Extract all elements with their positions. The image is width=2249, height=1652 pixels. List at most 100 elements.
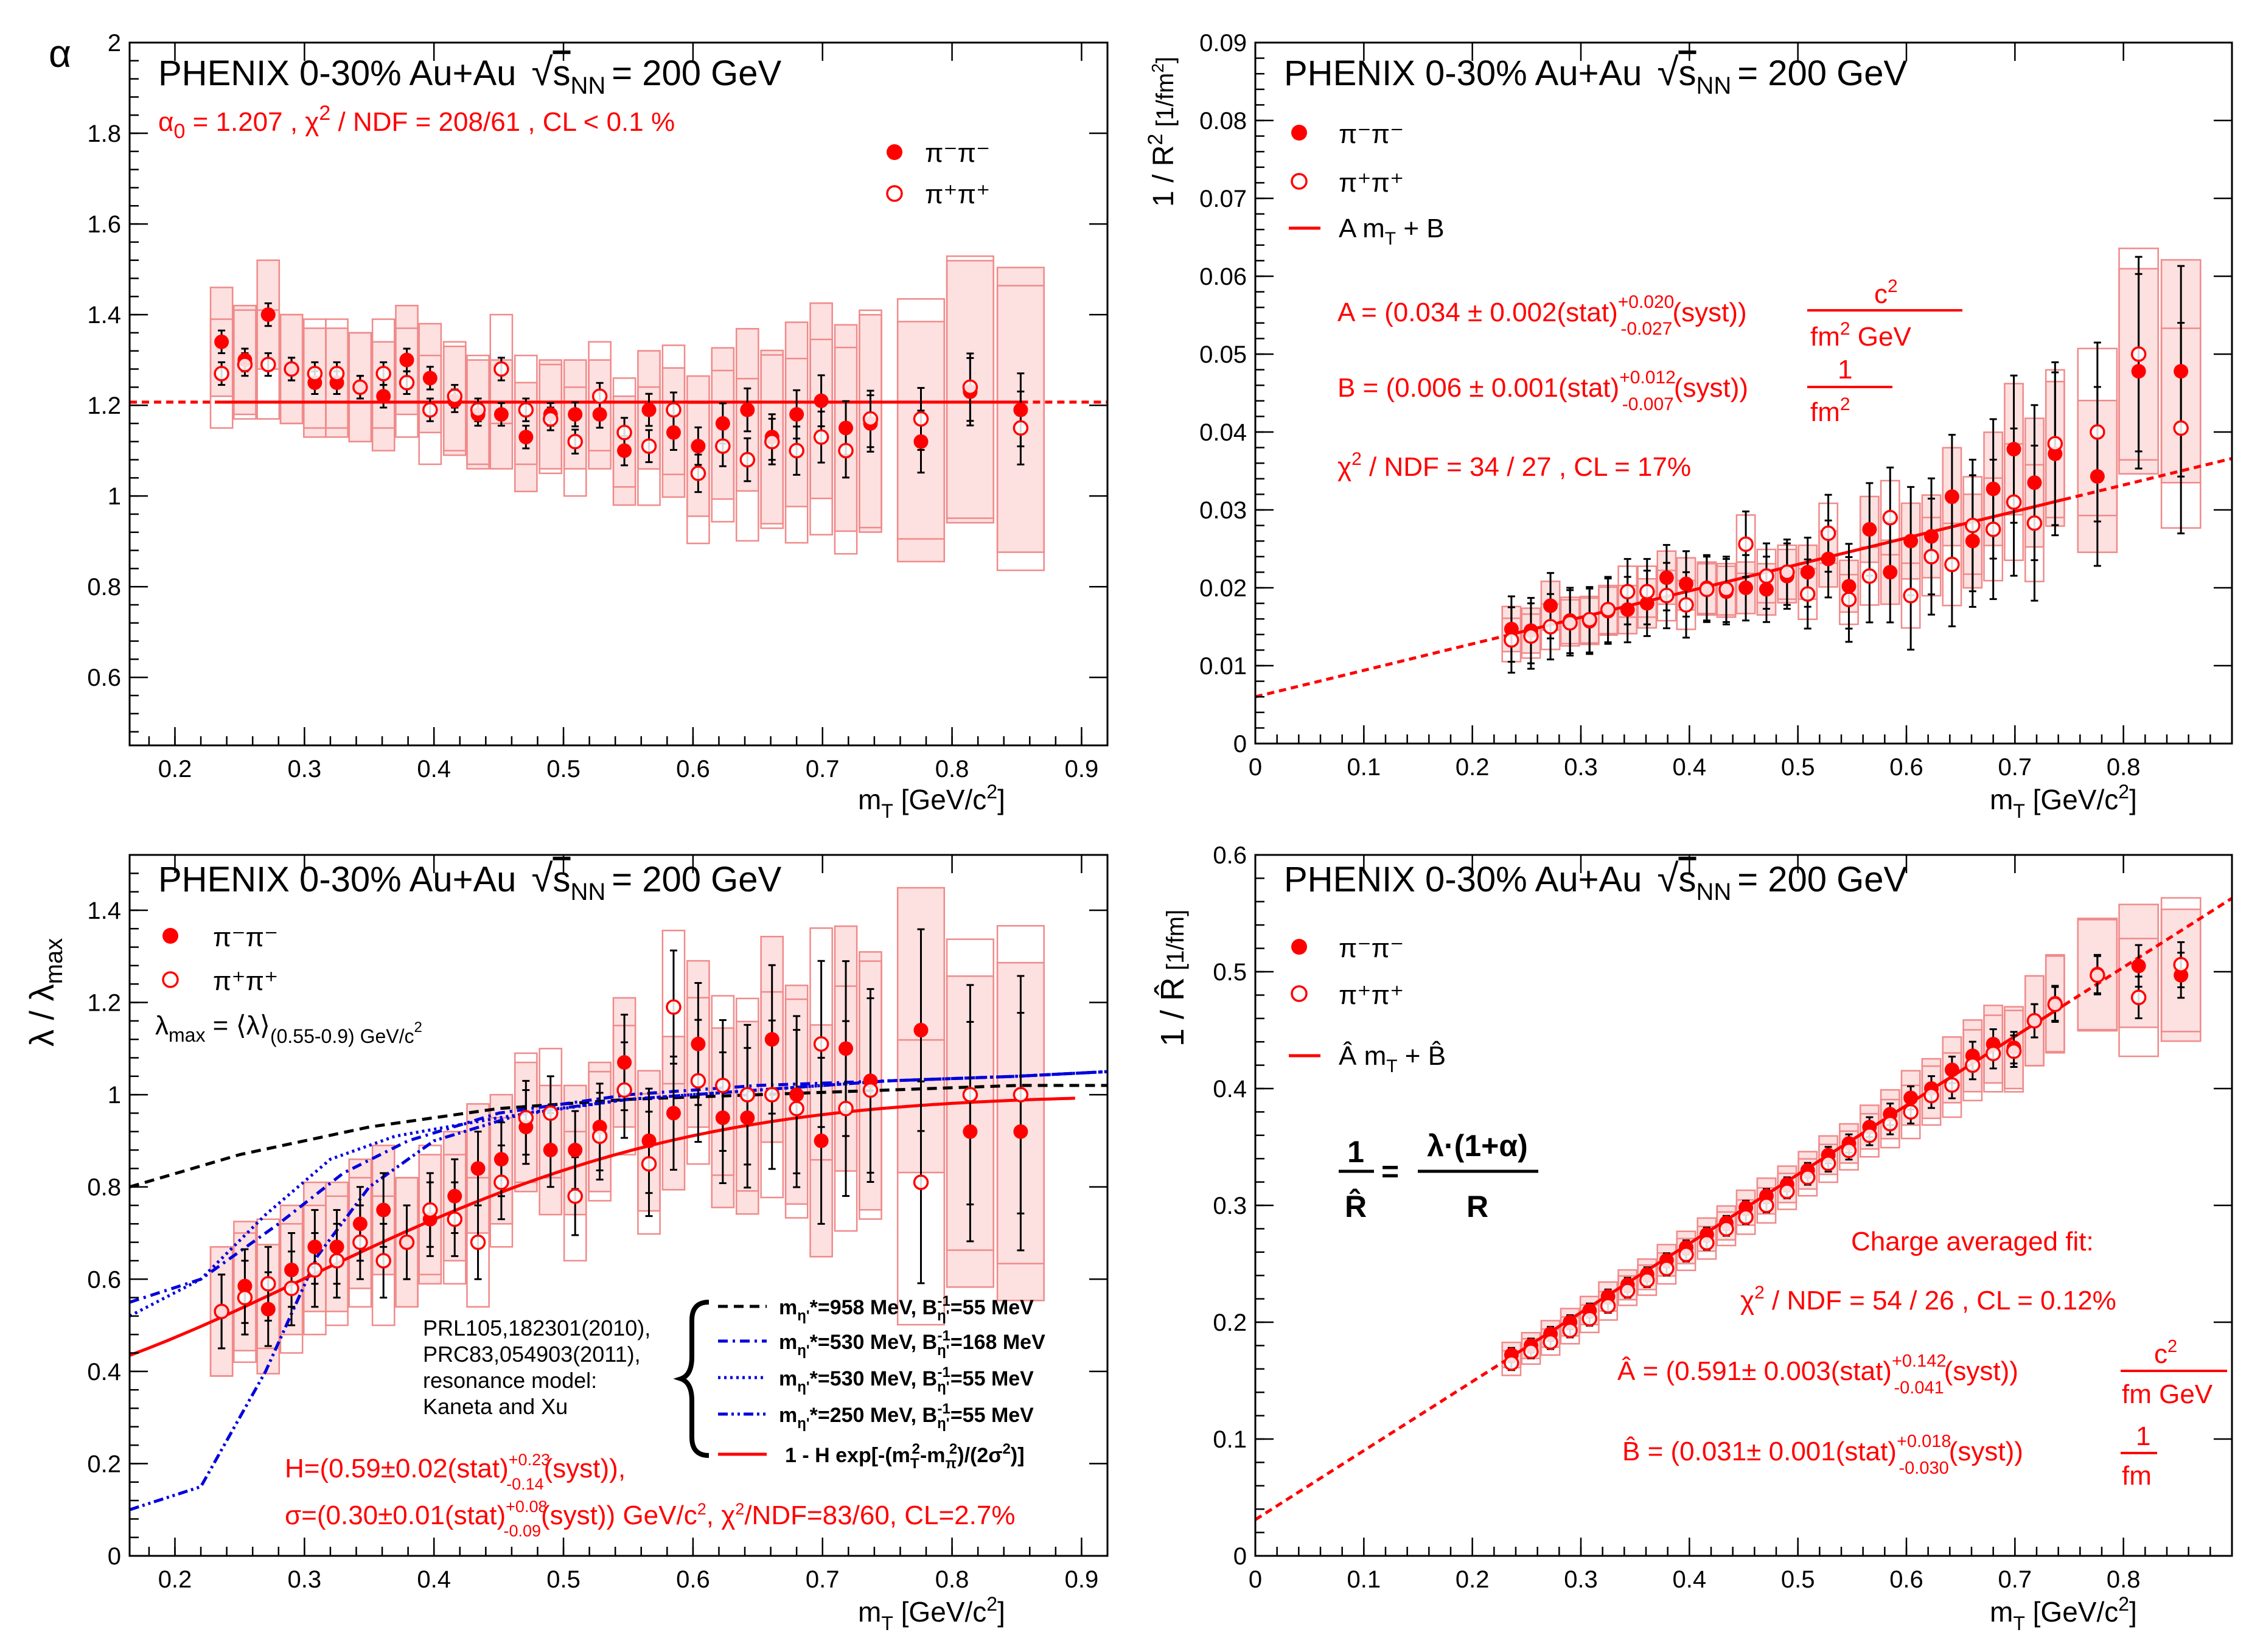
svg-text:R: R bbox=[1466, 1190, 1488, 1224]
data-point-pim bbox=[329, 1239, 344, 1255]
fit-extrapolation bbox=[1255, 633, 1512, 699]
data-point-pip bbox=[862, 1082, 879, 1098]
data-point-pip bbox=[2090, 967, 2105, 983]
data-point-pim bbox=[1678, 576, 1693, 591]
alpha-fit-result: α0 = 1.207 , χ2 / NDF = 208/61 , CL < 0.… bbox=[158, 102, 675, 143]
data-point-pim bbox=[237, 1278, 253, 1294]
invr2-plot-frame bbox=[1254, 41, 2233, 745]
syst-box bbox=[784, 998, 809, 1219]
data-point-pim bbox=[518, 430, 534, 445]
data-point-pim bbox=[470, 1161, 486, 1176]
data-point-pim bbox=[789, 407, 804, 422]
data-point-pim bbox=[641, 402, 657, 417]
invr2-legend-pip: π⁺π⁺ bbox=[1339, 168, 1404, 198]
alpha-legend-pip: π⁺π⁺ bbox=[925, 179, 990, 209]
svg-text:mη'*=530 MeV, Bη'-1=168 MeV: mη'*=530 MeV, Bη'-1=168 MeV bbox=[779, 1328, 1045, 1359]
data-point-pim bbox=[568, 1143, 583, 1158]
syst-box bbox=[325, 1195, 349, 1326]
invrhat-axis-ticks: 0 0.1 0.2 0.3 0.4 0.5 0.6 0.7 0.8 0 0.1 0.2 0.3 0.4 0.… bbox=[1213, 842, 2233, 1593]
y-tick-label: 0.2 bbox=[1213, 1309, 1247, 1336]
invrhat-legend-pip: π⁺π⁺ bbox=[1339, 980, 1404, 1010]
x-tick-label: 0.6 bbox=[1889, 1566, 1923, 1593]
syst-box bbox=[209, 318, 234, 429]
syst-box bbox=[809, 338, 833, 536]
lambda-param-h: H=(0.59±0.02(stat)+0.23 -0.14(syst)), bbox=[285, 1451, 626, 1493]
x-tick-label: 0.4 bbox=[1673, 1566, 1707, 1593]
x-tick-label: 0.4 bbox=[417, 756, 451, 782]
data-point-pip bbox=[838, 1101, 854, 1117]
x-tick-label: 0 bbox=[1249, 1566, 1262, 1593]
invrhat-data-points bbox=[1504, 941, 2189, 1371]
x-tick-label: 0.3 bbox=[288, 756, 322, 782]
data-point-pip bbox=[352, 1234, 368, 1250]
panel-lambda: 0.2 0.3 0.4 0.5 0.6 0.7 0.8 0.9 0 0.2 0.4 0.6 0.8 1 1.… bbox=[23, 854, 1109, 1634]
invrhat-y-axis-label: 1 / R̂ [1/fm] bbox=[1154, 910, 1191, 1047]
data-point-pip bbox=[1718, 1221, 1734, 1237]
data-point-pip bbox=[1944, 1077, 1960, 1093]
y-tick-label: 0.08 bbox=[1199, 108, 1247, 134]
rhat-definition-equation: 1 R̂ = λ·(1+α) R bbox=[1339, 1129, 1538, 1224]
fit-extrapolation bbox=[1254, 1355, 1513, 1521]
data-point-pip bbox=[1861, 1127, 1878, 1143]
data-point-pim bbox=[617, 1055, 632, 1070]
data-point-pim bbox=[715, 416, 730, 431]
invr2-param-b-num: 1 bbox=[1838, 355, 1852, 385]
syst-box bbox=[946, 938, 994, 1251]
data-point-pim bbox=[814, 1133, 829, 1148]
data-point-pip bbox=[641, 1156, 657, 1172]
lambda-legend-pim: π⁻π⁻ bbox=[213, 922, 278, 952]
data-point-pip bbox=[470, 402, 486, 418]
data-point-pim bbox=[1759, 582, 1774, 597]
data-point-pip bbox=[1619, 584, 1636, 600]
data-point-pip bbox=[913, 1174, 929, 1190]
syst-box bbox=[1777, 1173, 1797, 1210]
syst-box bbox=[442, 1154, 467, 1285]
lambda-model-curves bbox=[128, 1070, 1108, 1511]
syst-box bbox=[2024, 975, 2045, 1067]
data-point-pip bbox=[2026, 1012, 2043, 1029]
data-point-pip bbox=[1779, 564, 1795, 580]
data-point-pim bbox=[913, 434, 929, 449]
data-point-pim bbox=[666, 425, 681, 440]
data-point-pim bbox=[1738, 580, 1754, 595]
syst-box bbox=[371, 318, 396, 429]
data-point-pip bbox=[1678, 597, 1694, 613]
data-point-pim bbox=[740, 1110, 755, 1125]
data-point-pip bbox=[284, 361, 299, 377]
invrhat-param-a-den: fm GeV bbox=[2122, 1379, 2213, 1409]
data-point-pim bbox=[2131, 958, 2146, 974]
data-point-pip bbox=[1659, 588, 1675, 604]
data-point-pip bbox=[591, 388, 608, 404]
data-point-pip bbox=[1965, 517, 1981, 534]
data-point-pip bbox=[913, 411, 929, 427]
data-point-pip bbox=[1619, 1283, 1636, 1298]
y-tick-label: 0 bbox=[1233, 1543, 1247, 1570]
data-point-pip bbox=[1504, 1355, 1519, 1371]
y-tick-label: 0.6 bbox=[87, 1266, 121, 1293]
data-point-pim bbox=[284, 1263, 299, 1278]
y-tick-label: 0.09 bbox=[1199, 30, 1247, 57]
syst-box bbox=[1756, 1187, 1777, 1224]
data-point-pip bbox=[2047, 997, 2063, 1012]
data-point-pim bbox=[1883, 565, 1898, 580]
alpha-title: PHENIX 0-30% Au+Au √sNN = 200 GeV bbox=[158, 50, 782, 99]
syst-box bbox=[2004, 1009, 2024, 1093]
x-tick-label: 0.6 bbox=[676, 756, 710, 782]
data-point-pim bbox=[214, 334, 229, 349]
syst-box bbox=[588, 341, 612, 451]
legend-marker-filled bbox=[1291, 939, 1307, 955]
invr2-param-a: A = (0.034 ± 0.002(stat)+0.020 -0.027(sys… bbox=[1337, 292, 1747, 339]
data-point-pim bbox=[764, 1032, 779, 1047]
data-point-pip bbox=[543, 1105, 559, 1121]
data-point-pim bbox=[641, 1133, 657, 1148]
syst-box bbox=[1637, 1264, 1658, 1296]
invr2-data-points bbox=[1504, 256, 2189, 674]
lambda-title: PHENIX 0-30% Au+Au √sNN = 200 GeV bbox=[158, 856, 782, 905]
data-point-pim bbox=[1924, 529, 1939, 544]
data-point-pip bbox=[962, 1087, 978, 1103]
invr2-param-b-den: fm2 bbox=[1810, 394, 1850, 427]
y-tick-label: 0 bbox=[1233, 731, 1247, 758]
svg-text:mη'*=958 MeV, Bη'-1=55 MeV: mη'*=958 MeV, Bη'-1=55 MeV bbox=[779, 1293, 1034, 1324]
alpha-axis-ticks: 0.2 0.3 0.4 0.5 0.6 0.7 0.8 0.9 0.6 0.8 1 1.2 1.4 1.6… bbox=[87, 30, 1109, 782]
